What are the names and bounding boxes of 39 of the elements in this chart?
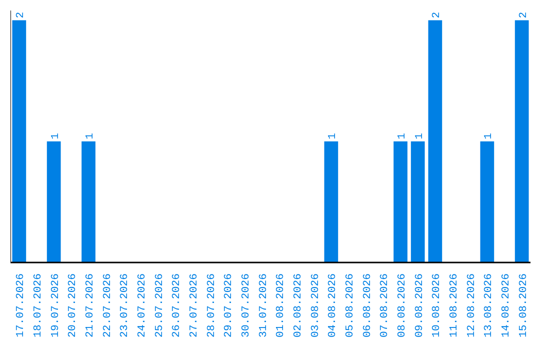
x-tick-label: 08.08.2026 [396, 273, 408, 338]
x-tick-label: 03.08.2026 [310, 273, 322, 338]
x-tick-label: 31.07.2026 [258, 273, 270, 338]
x-tick-label: 06.08.2026 [362, 273, 374, 338]
data-label: 1 [50, 132, 62, 140]
x-tick-label: 23.07.2026 [119, 273, 132, 338]
x-tick-label: 15.08.2026 [518, 273, 530, 338]
data-label: 1 [84, 132, 96, 140]
x-tick-label: 11.08.2026 [448, 273, 460, 338]
x-tick-label: 09.08.2026 [414, 273, 426, 338]
data-label: 1 [327, 132, 340, 140]
x-tick-label: 26.07.2026 [171, 273, 184, 338]
data-label: 1 [396, 132, 408, 140]
x-tick-label: 18.07.2026 [32, 273, 44, 338]
x-tick-label: 17.07.2026 [15, 273, 28, 338]
data-label: 1 [483, 132, 496, 140]
x-tick-label: 12.08.2026 [466, 273, 478, 338]
x-tick-label: 05.08.2026 [344, 273, 356, 338]
x-tick-label: 22.07.2026 [102, 273, 114, 338]
x-tick-label: 07.08.2026 [379, 273, 392, 338]
x-tick-label: 14.08.2026 [500, 273, 512, 338]
x-tick-label: 20.07.2026 [67, 273, 80, 338]
x-tick-label: 02.08.2026 [292, 273, 304, 338]
x-tick-label: 01.08.2026 [275, 273, 288, 338]
data-label: 1 [414, 132, 426, 140]
x-tick-label: 19.07.2026 [50, 273, 62, 338]
x-tick-label: 24.07.2026 [136, 273, 148, 338]
x-tick-label: 21.07.2026 [84, 273, 96, 338]
x-tick-label: 10.08.2026 [431, 273, 444, 338]
x-tick-label: 27.07.2026 [188, 273, 200, 338]
x-tick-label: 25.07.2026 [154, 273, 166, 338]
x-tick-label: 29.07.2026 [223, 273, 236, 338]
x-tick-label: 13.08.2026 [483, 273, 496, 338]
x-tick-label: 28.07.2026 [206, 273, 218, 338]
data-label: 2 [15, 12, 28, 18]
data-label: 2 [431, 12, 444, 18]
data-label: 2 [518, 12, 530, 18]
x-tick-label: 30.07.2026 [240, 273, 252, 338]
x-tick-label: 04.08.2026 [327, 273, 340, 338]
